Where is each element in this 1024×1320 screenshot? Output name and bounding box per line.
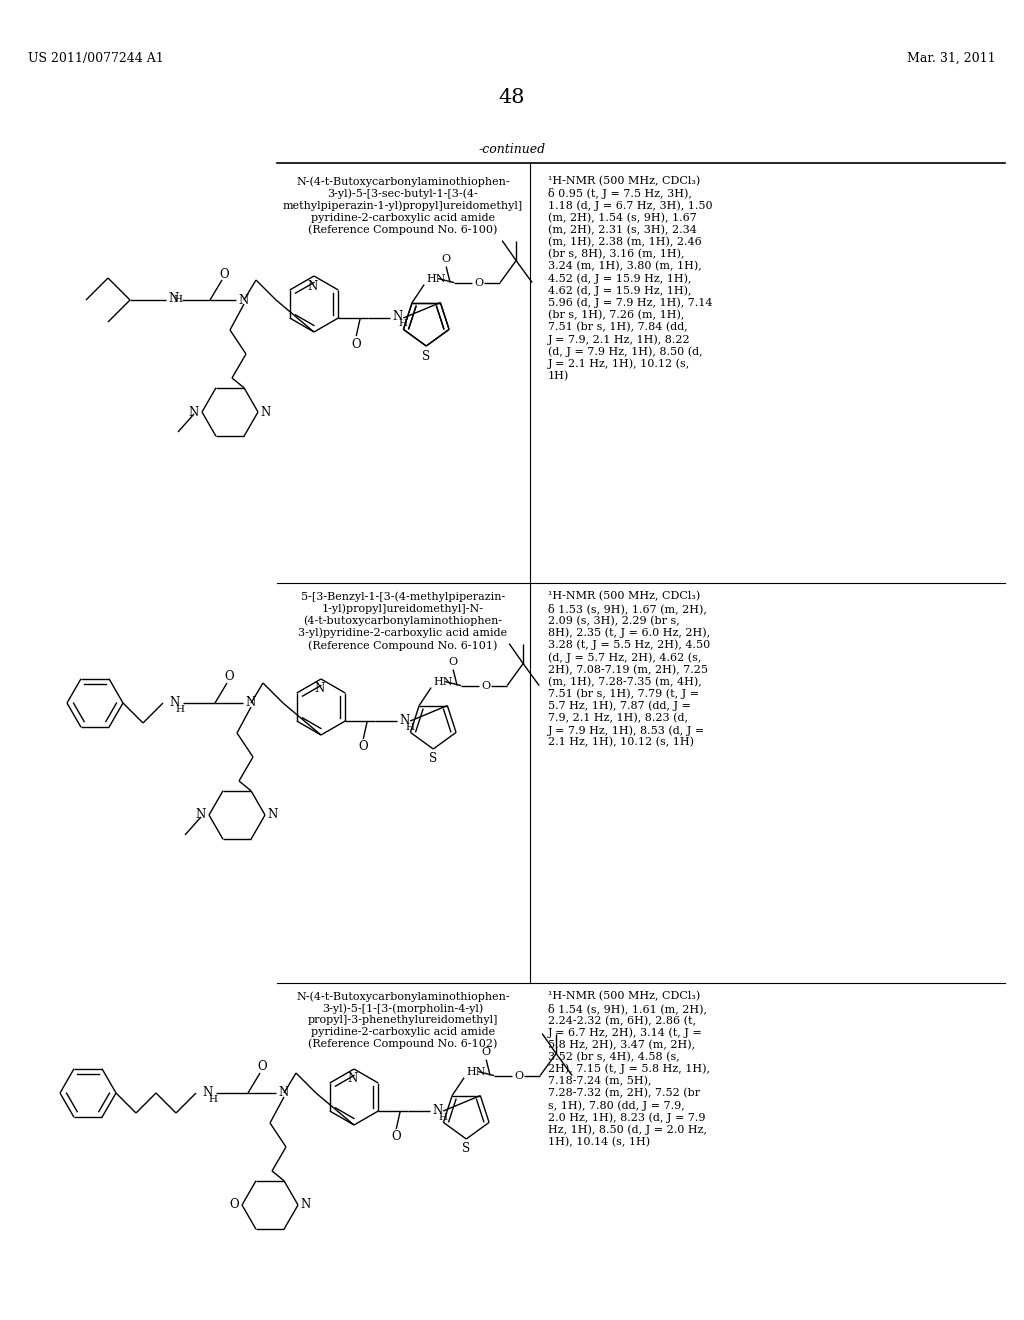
Text: S: S (422, 350, 430, 363)
Text: N: N (301, 1199, 311, 1212)
Text: O: O (229, 1199, 239, 1212)
Text: N-(4-t-Butoxycarbonylaminothiophen-
3-yl)-5-[1-[3-(morpholin-4-yl)
propyl]-3-phe: N-(4-t-Butoxycarbonylaminothiophen- 3-yl… (296, 991, 510, 1049)
Text: H: H (438, 1113, 447, 1122)
Text: 5-[3-Benzyl-1-[3-(4-methylpiperazin-
1-yl)propyl]ureidomethyl]-N-
(4-t-butoxycar: 5-[3-Benzyl-1-[3-(4-methylpiperazin- 1-y… (298, 591, 508, 651)
Text: O: O (358, 741, 368, 754)
Text: N: N (168, 293, 178, 305)
Text: S: S (429, 752, 437, 766)
Text: ¹H-NMR (500 MHz, CDCl₃)
δ 0.95 (t, J = 7.5 Hz, 3H),
1.18 (d, J = 6.7 Hz, 3H), 1.: ¹H-NMR (500 MHz, CDCl₃) δ 0.95 (t, J = 7… (548, 176, 713, 381)
Text: O: O (391, 1130, 401, 1143)
Text: N: N (278, 1086, 288, 1100)
Text: ¹H-NMR (500 MHz, CDCl₃)
δ 1.53 (s, 9H), 1.67 (m, 2H),
2.09 (s, 3H), 2.29 (br s,
: ¹H-NMR (500 MHz, CDCl₃) δ 1.53 (s, 9H), … (548, 591, 711, 747)
Text: N-(4-t-Butoxycarbonylaminothiophen-
3-yl)-5-[3-sec-butyl-1-[3-(4-
methylpiperazi: N-(4-t-Butoxycarbonylaminothiophen- 3-yl… (283, 176, 523, 235)
Text: H: H (398, 319, 408, 329)
Text: O: O (219, 268, 228, 281)
Text: O: O (449, 656, 458, 667)
Text: N: N (399, 714, 410, 726)
Text: Mar. 31, 2011: Mar. 31, 2011 (907, 51, 996, 65)
Text: O: O (441, 253, 451, 264)
Text: -continued: -continued (478, 143, 546, 156)
Text: US 2011/0077244 A1: US 2011/0077244 A1 (28, 51, 164, 65)
Text: HN: HN (433, 677, 453, 686)
Text: N: N (392, 310, 402, 323)
Text: O: O (224, 671, 233, 684)
Text: HN: HN (466, 1067, 485, 1077)
Text: N: N (314, 682, 326, 696)
Text: N: N (268, 808, 279, 821)
Text: N: N (308, 280, 318, 293)
Text: 48: 48 (499, 88, 525, 107)
Text: N: N (188, 405, 199, 418)
Text: N: N (202, 1085, 212, 1098)
Text: O: O (351, 338, 361, 351)
Text: O: O (481, 681, 490, 690)
Text: H: H (173, 296, 182, 305)
Text: O: O (474, 277, 483, 288)
Text: N: N (169, 696, 179, 709)
Text: H: H (208, 1094, 217, 1104)
Text: S: S (462, 1143, 470, 1155)
Text: N: N (432, 1104, 442, 1117)
Text: N: N (245, 697, 255, 710)
Text: H: H (175, 705, 184, 714)
Text: N: N (238, 293, 248, 306)
Text: N: N (348, 1072, 358, 1085)
Text: HN: HN (426, 273, 445, 284)
Text: H: H (406, 722, 415, 731)
Text: O: O (257, 1060, 267, 1073)
Text: N: N (196, 808, 206, 821)
Text: O: O (481, 1047, 490, 1056)
Text: N: N (261, 405, 271, 418)
Text: ¹H-NMR (500 MHz, CDCl₃)
δ 1.54 (s, 9H), 1.61 (m, 2H),
2.24-2.32 (m, 6H), 2.86 (t: ¹H-NMR (500 MHz, CDCl₃) δ 1.54 (s, 9H), … (548, 991, 710, 1147)
Text: O: O (514, 1071, 523, 1081)
